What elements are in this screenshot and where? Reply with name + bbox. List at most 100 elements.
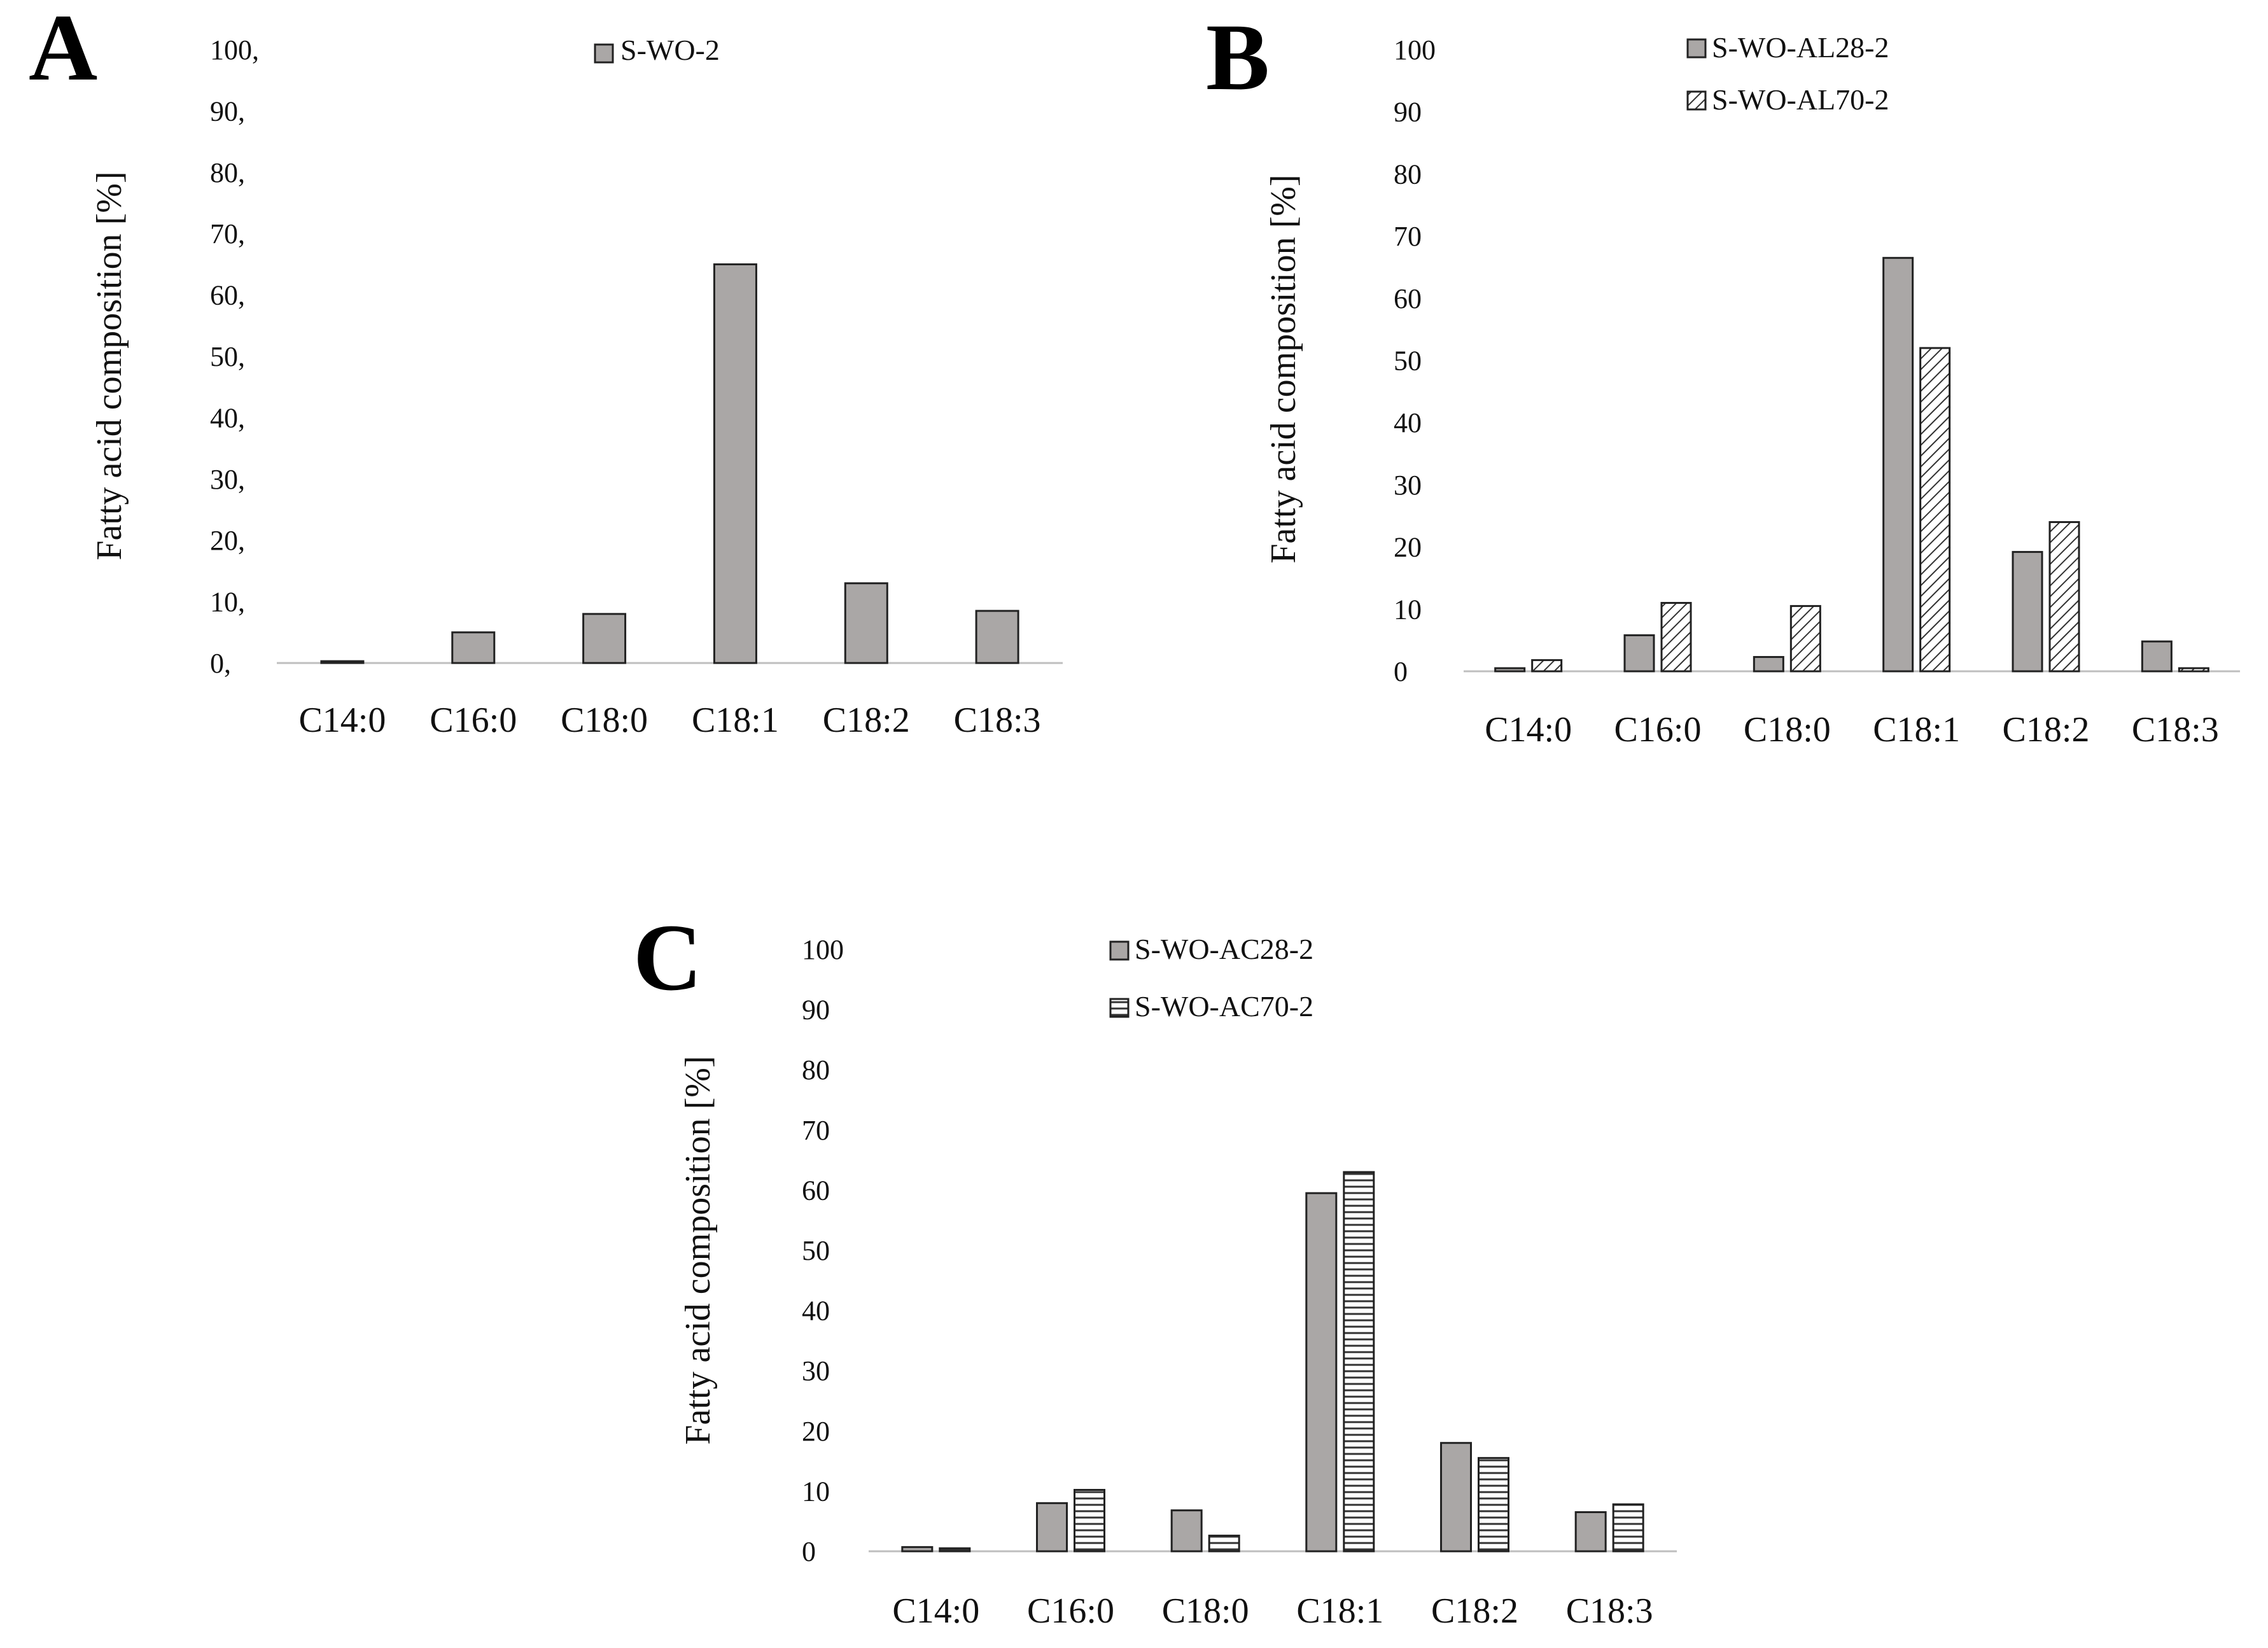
bar-s-wo-2-c16-0: [451, 631, 496, 664]
y-axis-title: Fatty acid composition [%]: [678, 1056, 718, 1444]
bar-s-wo-al70-2-c14-0: [1531, 659, 1563, 673]
bar-s-wo-al28-2-c18-3: [2141, 640, 2173, 673]
y-tick-label: 70: [802, 1115, 830, 1146]
y-tick-label: 10: [1394, 594, 1422, 625]
y-tick-label: 0: [802, 1536, 816, 1567]
y-tick-label: 60,: [210, 280, 245, 311]
legend-item: S-WO-AL70-2: [1686, 83, 1889, 116]
bar-s-wo-al70-2-c18-0: [1789, 604, 1821, 673]
bar-s-wo-al28-2-c14-0: [1494, 667, 1526, 673]
chart-panel-b: B Fatty acid composition [%] 0 10 20 30 40 50 60…: [1206, 4, 2240, 750]
y-tick-label: 70,: [210, 218, 245, 249]
x-tick-label: C16:0: [430, 701, 517, 740]
x-tick-label: C14:0: [298, 701, 386, 740]
y-tick-label: 50,: [210, 341, 245, 372]
y-axis-title: Fatty acid composition [%]: [90, 171, 129, 560]
y-tick-label: 80: [802, 1054, 830, 1086]
y-tick-label: 0: [1394, 656, 1408, 687]
bar-s-wo-2-c18-2: [844, 582, 888, 664]
x-tick-label: C18:2: [1431, 1591, 1518, 1631]
y-tick-label: 80: [1394, 158, 1422, 190]
bar-s-wo-al28-2-c18-0: [1753, 656, 1784, 673]
y-tick-label: 0,: [210, 648, 231, 679]
bar-s-wo-al70-2-c16-0: [1660, 602, 1692, 673]
y-tick-label: 40,: [210, 402, 245, 433]
bar-s-wo-ac70-2-c18-0: [1208, 1534, 1240, 1553]
legend-label: S-WO-2: [620, 34, 720, 66]
x-tick-label: C18:3: [1566, 1591, 1653, 1631]
y-tick-label: 30: [1394, 470, 1422, 501]
y-tick-label: 80,: [210, 157, 245, 188]
y-tick-label: 20,: [210, 525, 245, 556]
bar-s-wo-al70-2-c18-3: [2178, 667, 2209, 673]
legend-item: S-WO-AL28-2: [1686, 31, 1889, 64]
y-tick-label: 20: [1394, 532, 1422, 563]
legend-item: S-WO-2: [594, 34, 720, 66]
x-tick-label: C18:0: [1744, 710, 1831, 750]
legend-swatch: [594, 43, 614, 64]
bar-s-wo-2-c14-0: [320, 660, 365, 664]
legend-item: S-WO-AC28-2: [1109, 933, 1313, 965]
bar-s-wo-al28-2-c18-2: [2012, 550, 2043, 673]
bar-s-wo-ac28-2-c14-0: [901, 1546, 934, 1553]
chart-panel-a: A Fatty acid composition [%] 0, 10, 20, 30, 40…: [29, 0, 1063, 740]
bar-s-wo-ac70-2-c14-0: [939, 1547, 971, 1553]
y-tick-label: 100: [802, 934, 844, 965]
legend-item: S-WO-AC70-2: [1109, 990, 1313, 1023]
x-tick-label: C18:3: [2132, 710, 2219, 750]
chart-panel-c: C Fatty acid composition [%] 0 10 20 30 40 50 60…: [633, 905, 1677, 1631]
x-tick-label: C14:0: [892, 1591, 979, 1631]
x-tick-label: C18:2: [2003, 710, 2090, 750]
y-tick-label: 40: [1394, 407, 1422, 438]
bar-s-wo-ac70-2-c18-1: [1343, 1171, 1375, 1553]
bar-s-wo-ac28-2-c16-0: [1036, 1502, 1068, 1553]
bar-s-wo-ac70-2-c18-3: [1612, 1503, 1644, 1553]
y-tick-label: 90: [1394, 97, 1422, 128]
bar-s-wo-al70-2-c18-2: [2048, 521, 2080, 673]
bar-s-wo-2-c18-0: [582, 613, 627, 664]
y-tick-label: 10: [802, 1476, 830, 1507]
x-tick-label: C16:0: [1614, 710, 1702, 750]
y-tick-label: 30,: [210, 464, 245, 495]
panel-label: A: [29, 0, 97, 101]
bar-s-wo-al28-2-c18-1: [1882, 256, 1914, 673]
y-tick-label: 60: [1394, 283, 1422, 314]
bar-s-wo-al70-2-c18-1: [1919, 347, 1951, 673]
bar-s-wo-ac70-2-c18-2: [1478, 1456, 1509, 1553]
x-tick-label: C18:0: [561, 701, 648, 740]
y-tick-label: 50: [802, 1235, 830, 1266]
panel-label: B: [1206, 4, 1270, 110]
bar-s-wo-2-c18-1: [713, 263, 757, 664]
bar-s-wo-ac70-2-c16-0: [1074, 1489, 1105, 1553]
bar-s-wo-ac28-2-c18-0: [1170, 1509, 1203, 1553]
y-tick-label: 100: [1394, 34, 1436, 66]
y-tick-label: 100,: [210, 34, 259, 66]
panel-label: C: [633, 905, 702, 1010]
x-tick-label: C18:1: [1296, 1591, 1383, 1631]
x-tick-label: C18:2: [823, 701, 910, 740]
y-tick-label: 30: [802, 1355, 830, 1386]
legend-label: S-WO-AC70-2: [1135, 990, 1313, 1023]
legend-swatch: [1109, 940, 1130, 961]
x-tick-label: C14:0: [1485, 710, 1572, 750]
legend-swatch: [1686, 90, 1707, 111]
legend-swatch: [1109, 998, 1130, 1018]
y-tick-label: 40: [802, 1295, 830, 1327]
y-tick-label: 60: [802, 1175, 830, 1206]
y-axis-title: Fatty acid composition [%]: [1264, 174, 1303, 563]
bar-s-wo-al28-2-c16-0: [1623, 634, 1655, 673]
legend-label: S-WO-AL28-2: [1712, 31, 1889, 64]
legend-label: S-WO-AC28-2: [1135, 933, 1313, 965]
legend-swatch: [1686, 38, 1707, 59]
bar-s-wo-ac28-2-c18-3: [1574, 1511, 1607, 1553]
y-tick-label: 10,: [210, 587, 245, 618]
x-tick-label: C18:1: [1873, 710, 1960, 750]
x-tick-label: C16:0: [1027, 1591, 1114, 1631]
bar-s-wo-ac28-2-c18-2: [1440, 1442, 1472, 1553]
bar-s-wo-ac28-2-c18-1: [1305, 1192, 1338, 1553]
y-tick-label: 90,: [210, 95, 245, 127]
x-tick-label: C18:1: [692, 701, 779, 740]
y-tick-label: 70: [1394, 221, 1422, 252]
y-tick-label: 90: [802, 995, 830, 1026]
bar-s-wo-2-c18-3: [975, 610, 1019, 664]
